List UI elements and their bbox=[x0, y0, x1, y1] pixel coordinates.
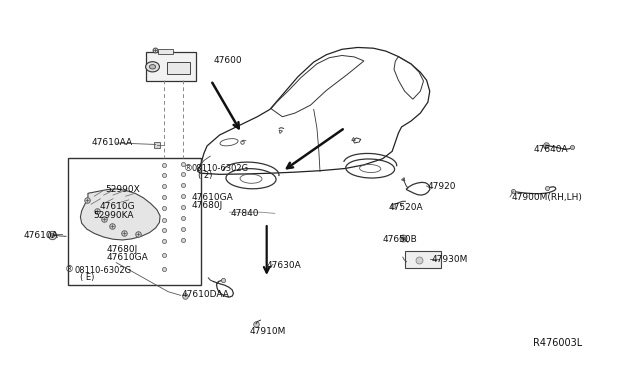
Text: ®: ® bbox=[65, 265, 74, 274]
Polygon shape bbox=[81, 189, 160, 240]
FancyBboxPatch shape bbox=[404, 251, 441, 268]
Text: 47610G: 47610G bbox=[99, 202, 135, 211]
Text: 47650B: 47650B bbox=[383, 235, 417, 244]
Text: 47680J: 47680J bbox=[191, 201, 223, 210]
Text: 47610A: 47610A bbox=[24, 231, 59, 240]
Text: 52990X: 52990X bbox=[106, 185, 140, 194]
Text: 47520A: 47520A bbox=[389, 203, 424, 212]
Text: 47610DAA: 47610DAA bbox=[182, 290, 230, 299]
Text: 47910M: 47910M bbox=[250, 327, 286, 336]
FancyBboxPatch shape bbox=[167, 62, 189, 74]
Text: 47600: 47600 bbox=[213, 56, 242, 65]
Bar bbox=[68, 158, 201, 285]
Text: 47900M(RH,LH): 47900M(RH,LH) bbox=[511, 193, 582, 202]
Text: ( 2): ( 2) bbox=[198, 171, 212, 180]
Ellipse shape bbox=[146, 62, 159, 72]
Text: 47680J: 47680J bbox=[107, 245, 138, 254]
Text: 47640A: 47640A bbox=[533, 145, 568, 154]
Text: 52990KA: 52990KA bbox=[93, 211, 134, 219]
FancyBboxPatch shape bbox=[157, 49, 173, 54]
Text: 47840: 47840 bbox=[231, 209, 259, 218]
Ellipse shape bbox=[149, 65, 156, 69]
Text: 47610GA: 47610GA bbox=[107, 253, 148, 262]
Text: ®: ® bbox=[184, 164, 193, 173]
Text: R476003L: R476003L bbox=[533, 339, 582, 349]
Text: 47610AA: 47610AA bbox=[91, 138, 132, 147]
Text: 47610GA: 47610GA bbox=[191, 193, 233, 202]
Text: ( E): ( E) bbox=[81, 273, 95, 282]
Text: 47930M: 47930M bbox=[431, 255, 468, 264]
Text: 08110-6302G: 08110-6302G bbox=[191, 164, 248, 173]
Text: 47630A: 47630A bbox=[267, 261, 301, 270]
Text: 47920: 47920 bbox=[428, 182, 456, 191]
FancyBboxPatch shape bbox=[147, 52, 196, 81]
Text: 08110-6302G: 08110-6302G bbox=[74, 266, 131, 275]
